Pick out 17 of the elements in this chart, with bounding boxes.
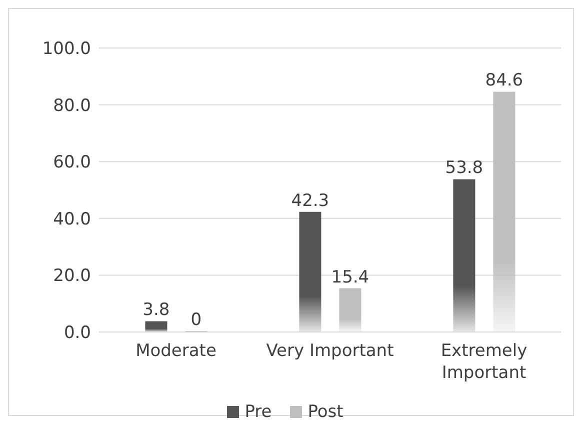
data-label: 53.8 (445, 158, 484, 178)
y-tick-label: 20.0 (53, 266, 91, 286)
y-tick-label: 80.0 (53, 96, 91, 116)
data-label: 15.4 (331, 267, 370, 288)
data-label: 42.3 (291, 190, 330, 211)
y-tick-label: 100.0 (42, 39, 91, 60)
legend-label: Pre (244, 402, 272, 422)
legend-label: Post (306, 402, 344, 422)
y-tick-label: 40.0 (53, 209, 91, 230)
data-label: 84.6 (485, 70, 524, 91)
x-tick-label: Very Important (266, 341, 394, 361)
data-label: 0 (190, 310, 202, 330)
x-tick-label: Extremely Important (440, 341, 528, 383)
data-label: 3.8 (142, 300, 170, 320)
x-tick-label: Moderate (136, 341, 216, 361)
y-tick-label: 0.0 (64, 323, 91, 344)
y-tick-label: 60.0 (53, 152, 91, 173)
